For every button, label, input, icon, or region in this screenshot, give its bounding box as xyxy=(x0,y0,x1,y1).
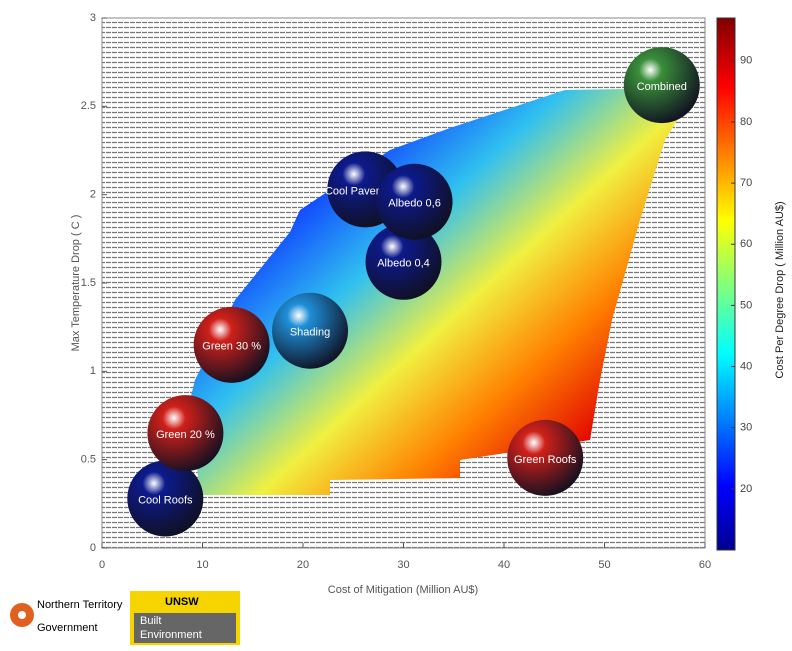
x-tick-label: 0 xyxy=(99,559,105,571)
bubble-label: Combined xyxy=(637,81,687,93)
logo-text: Northern Territory xyxy=(37,599,123,611)
x-tick-label: 40 xyxy=(498,559,510,571)
x-axis-label: Cost of Mitigation (Million AU$) xyxy=(328,584,478,596)
bubble xyxy=(147,395,224,472)
bubble-label: Albedo 0,6 xyxy=(388,198,441,210)
bubble xyxy=(272,292,349,369)
colorbar-tick-label: 40 xyxy=(740,360,752,372)
y-tick-label: 0 xyxy=(90,542,96,554)
bubble xyxy=(193,306,270,383)
colorbar-tick-label: 20 xyxy=(740,483,752,495)
colorbar xyxy=(716,17,736,551)
bubble-label: Shading xyxy=(290,327,330,339)
x-tick-label: 50 xyxy=(598,559,610,571)
bubble-label: Green Roofs xyxy=(514,454,577,466)
logo-text: UNSW xyxy=(165,596,199,608)
x-tick-label: 30 xyxy=(397,559,409,571)
colorbar-tick-label: 90 xyxy=(740,55,752,67)
bubble-label: Cool Roofs xyxy=(138,494,193,506)
bubble xyxy=(507,419,584,496)
y-tick-label: 0.5 xyxy=(81,454,96,466)
nt-logo: Northern Territory Government xyxy=(10,599,123,634)
x-tick-label: 20 xyxy=(297,559,309,571)
x-tick-label: 60 xyxy=(699,559,711,571)
bubble-label: Albedo 0,4 xyxy=(377,258,430,270)
y-tick-label: 3 xyxy=(90,12,96,24)
y-tick-label: 1 xyxy=(90,365,96,377)
logo-text: Environment xyxy=(140,629,202,641)
y-tick-label: 1.5 xyxy=(81,277,96,289)
heatmap xyxy=(190,88,690,495)
logo-text: Built xyxy=(140,615,161,627)
x-tick-label: 10 xyxy=(196,559,208,571)
colorbar-tick-label: 30 xyxy=(740,422,752,434)
colorbar-tick-label: 70 xyxy=(740,177,752,189)
bubble-label: Green 30 % xyxy=(202,341,261,353)
colorbar-tick-label: 50 xyxy=(740,299,752,311)
bubble-label: Green 20 % xyxy=(156,429,215,441)
colorbar-tick-label: 60 xyxy=(740,238,752,250)
bubble xyxy=(365,223,442,300)
logo-text: Government xyxy=(37,622,98,634)
colorbar-tick-label: 80 xyxy=(740,116,752,128)
bubble xyxy=(127,460,204,537)
y-tick-label: 2 xyxy=(90,189,96,201)
y-tick-label: 2.5 xyxy=(81,100,96,112)
bubble xyxy=(623,47,700,124)
y-axis-label: Max Temperature Drop ( C ) xyxy=(70,215,82,352)
bubble xyxy=(376,163,453,240)
unsw-logo: UNSW Built Environment xyxy=(130,591,240,645)
colorbar-label: Cost Per Degree Drop ( Million AU$) xyxy=(774,201,786,378)
